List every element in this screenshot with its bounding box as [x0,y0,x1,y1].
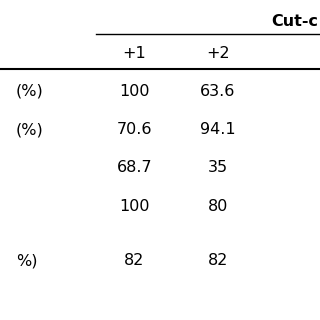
Text: 82: 82 [124,253,145,268]
Text: 100: 100 [119,199,150,214]
Text: 63.6: 63.6 [200,84,235,99]
Text: 100: 100 [119,84,150,99]
Text: 94.1: 94.1 [200,122,236,137]
Text: 82: 82 [207,253,228,268]
Text: 70.6: 70.6 [117,122,152,137]
Text: %): %) [16,253,37,268]
Text: (%): (%) [16,84,44,99]
Text: Cut-c: Cut-c [271,14,318,29]
Text: 68.7: 68.7 [116,161,152,175]
Text: +1: +1 [123,46,146,61]
Text: 80: 80 [207,199,228,214]
Text: +2: +2 [206,46,229,61]
Text: (%): (%) [16,122,44,137]
Text: 35: 35 [208,161,228,175]
